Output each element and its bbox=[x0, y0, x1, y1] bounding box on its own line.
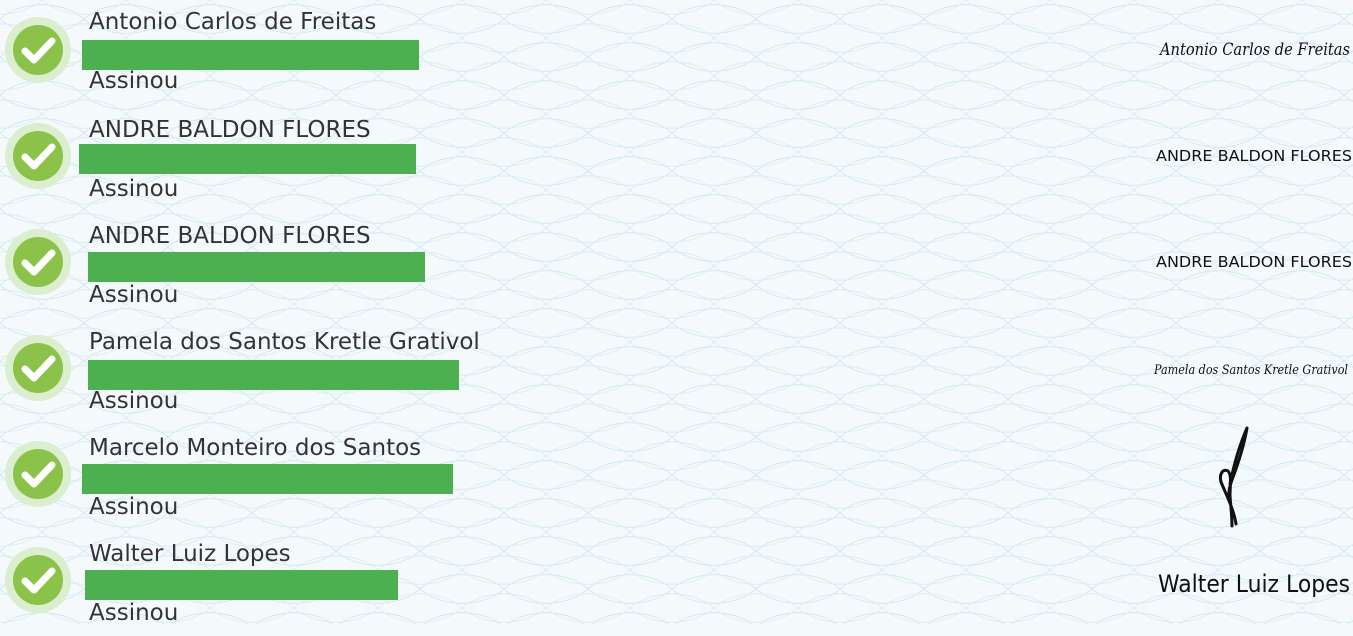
signer-row: Pamela dos Santos Kretle Grativol Assino… bbox=[0, 318, 1353, 424]
signer-status: Assinou bbox=[89, 176, 179, 202]
signature-text: Walter Luiz Lopes bbox=[1158, 570, 1350, 598]
signer-name: Antonio Carlos de Freitas bbox=[89, 9, 377, 35]
redaction-bar bbox=[88, 252, 425, 282]
check-circle-icon bbox=[5, 17, 71, 83]
signer-name: Marcelo Monteiro dos Santos bbox=[89, 435, 422, 461]
signature-text: ANDRE BALDON FLORES bbox=[1156, 253, 1352, 271]
signer-status: Assinou bbox=[89, 282, 179, 308]
signature-image: ANDRE BALDON FLORES bbox=[1040, 106, 1353, 212]
signer-status: Assinou bbox=[89, 600, 179, 626]
signer-status: Assinou bbox=[89, 68, 179, 94]
signer-row: ANDRE BALDON FLORES Assinou ANDRE BALDON… bbox=[0, 212, 1353, 318]
signature-text: ANDRE BALDON FLORES bbox=[1156, 147, 1352, 165]
signature-image: Walter Luiz Lopes bbox=[1040, 530, 1353, 636]
signer-name: ANDRE BALDON FLORES bbox=[89, 223, 371, 249]
signature-text: Pamela dos Santos Kretle Grativol bbox=[1153, 363, 1348, 378]
signature-text: Antonio Carlos de Freitas bbox=[1158, 40, 1350, 60]
signer-name: Pamela dos Santos Kretle Grativol bbox=[89, 329, 480, 355]
check-circle-icon bbox=[5, 441, 71, 507]
signer-status: Assinou bbox=[89, 388, 179, 414]
check-circle-icon bbox=[5, 229, 71, 295]
check-circle-icon bbox=[5, 547, 71, 613]
signature-image: ANDRE BALDON FLORES bbox=[1040, 212, 1353, 318]
signer-status: Assinou bbox=[89, 494, 179, 520]
signer-row: Antonio Carlos de Freitas Assinou Antoni… bbox=[0, 0, 1353, 106]
redaction-bar bbox=[82, 464, 453, 494]
signer-row: Marcelo Monteiro dos Santos Assinou bbox=[0, 424, 1353, 530]
signature-image: Antonio Carlos de Freitas bbox=[1040, 0, 1353, 106]
check-circle-icon bbox=[5, 123, 71, 189]
check-circle-icon bbox=[5, 335, 71, 401]
redaction-bar bbox=[82, 40, 419, 70]
signer-name: ANDRE BALDON FLORES bbox=[89, 117, 371, 143]
redaction-bar bbox=[85, 570, 398, 600]
signer-row: ANDRE BALDON FLORES Assinou ANDRE BALDON… bbox=[0, 106, 1353, 212]
redaction-bar bbox=[79, 144, 416, 174]
signer-name: Walter Luiz Lopes bbox=[89, 541, 291, 567]
signer-row: Walter Luiz Lopes Assinou Walter Luiz Lo… bbox=[0, 530, 1353, 636]
signature-image bbox=[1040, 424, 1353, 530]
redaction-bar bbox=[88, 360, 459, 390]
signature-image: Pamela dos Santos Kretle Grativol bbox=[1040, 318, 1353, 424]
